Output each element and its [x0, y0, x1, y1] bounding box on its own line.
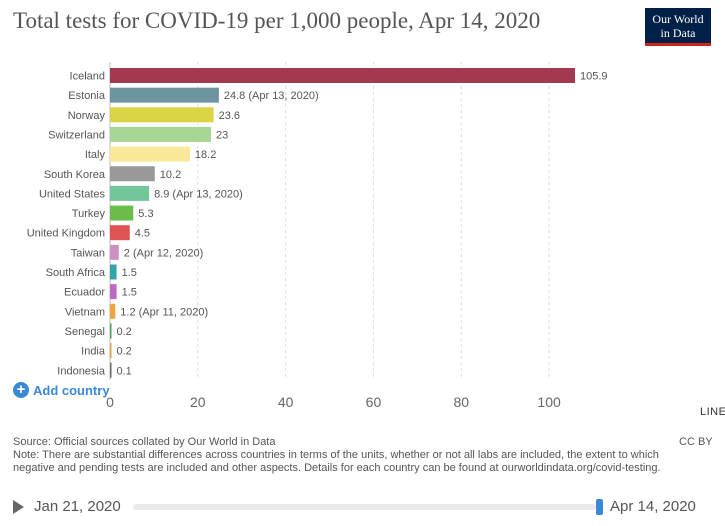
value-label: 4.5 — [135, 228, 150, 240]
logo-line-2: in Data — [660, 26, 696, 40]
value-label: 1.5 — [122, 287, 137, 299]
bar — [110, 244, 119, 260]
value-label: 0.2 — [117, 346, 132, 358]
category-label: Iceland — [70, 71, 105, 83]
bar — [110, 185, 150, 201]
bars — [110, 68, 575, 378]
value-label: 0.1 — [117, 365, 132, 377]
labels: Iceland 105.9 Estonia 24.8 (Apr 13, 2020) No… — [27, 71, 608, 378]
chart-footer: Source: Official sources collated by Our… — [13, 436, 673, 475]
category-label: Turkey — [72, 208, 106, 220]
x-tick-label: 0 — [106, 394, 114, 410]
bar — [110, 323, 112, 339]
category-label: India — [81, 346, 106, 358]
category-label: Switzerland — [48, 129, 105, 141]
category-label: South Africa — [46, 267, 106, 279]
x-tick-label: 60 — [366, 394, 382, 410]
category-label: Ecuador — [64, 287, 105, 299]
bar — [110, 362, 112, 378]
value-label: 5.3 — [138, 208, 153, 220]
value-label: 0.2 — [117, 326, 132, 338]
bar — [110, 264, 117, 280]
logo-accent-bar — [645, 43, 711, 46]
value-label: 1.5 — [122, 267, 137, 279]
category-label: Estonia — [68, 90, 106, 102]
timeline-end-date: Apr 14, 2020 — [604, 495, 702, 519]
bar — [110, 146, 190, 162]
bar — [110, 68, 575, 83]
category-label: Taiwan — [71, 247, 105, 259]
timeline: Jan 21, 2020 Apr 14, 2020 — [0, 490, 725, 526]
bar — [110, 107, 214, 123]
category-label: South Korea — [44, 169, 106, 181]
bar — [110, 303, 116, 319]
source-text: Source: Official sources collated by Our… — [13, 436, 276, 448]
add-country-label: Add country — [33, 382, 110, 398]
value-label: 24.8 (Apr 13, 2020) — [224, 90, 319, 102]
note-text: Note: There are substantial differences … — [13, 449, 661, 474]
timeline-track[interactable] — [133, 504, 596, 510]
category-label: Indonesia — [57, 365, 106, 377]
value-label: 8.9 (Apr 13, 2020) — [154, 188, 243, 200]
x-tick-label: 80 — [453, 394, 469, 410]
timeline-start-date: Jan 21, 2020 — [28, 495, 127, 519]
timeline-handle[interactable] — [596, 499, 603, 515]
category-label: Italy — [85, 149, 106, 161]
logo-line-1: Our World — [652, 12, 704, 26]
category-label: Vietnam — [65, 306, 105, 318]
owid-logo[interactable]: Our World in Data — [645, 8, 711, 46]
category-label: United Kingdom — [27, 228, 105, 240]
category-label: Senegal — [65, 326, 105, 338]
bar — [110, 343, 112, 359]
x-tick-label: 20 — [190, 394, 206, 410]
bar — [110, 126, 211, 142]
bar-chart: Iceland 105.9 Estonia 24.8 (Apr 13, 2020) No… — [27, 62, 608, 410]
value-label: 2 (Apr 12, 2020) — [124, 247, 204, 259]
bar — [110, 166, 155, 182]
x-tick-label: 100 — [537, 394, 561, 410]
license-link[interactable]: CC BY — [679, 436, 713, 448]
line-chart-tab[interactable]: LINE — [700, 406, 725, 418]
value-label: 23.6 — [219, 110, 240, 122]
play-icon[interactable] — [13, 500, 24, 514]
plus-circle-icon: + — [13, 382, 29, 398]
category-label: Norway — [68, 110, 106, 122]
bar — [110, 205, 134, 221]
value-label: 1.2 (Apr 11, 2020) — [120, 306, 208, 318]
bar — [110, 87, 219, 103]
value-label: 23 — [216, 129, 228, 141]
value-label: 18.2 — [195, 149, 216, 161]
value-label: 105.9 — [580, 71, 608, 83]
value-label: 10.2 — [160, 169, 181, 181]
bar — [110, 225, 130, 241]
category-label: United States — [39, 188, 106, 200]
x-tick-label: 40 — [278, 394, 294, 410]
bar — [110, 284, 117, 300]
x-axis-ticks: 0 20 40 60 80 100 — [106, 394, 561, 410]
chart-title: Total tests for COVID-19 per 1,000 peopl… — [13, 8, 541, 33]
add-country-button[interactable]: + Add country — [13, 382, 110, 398]
